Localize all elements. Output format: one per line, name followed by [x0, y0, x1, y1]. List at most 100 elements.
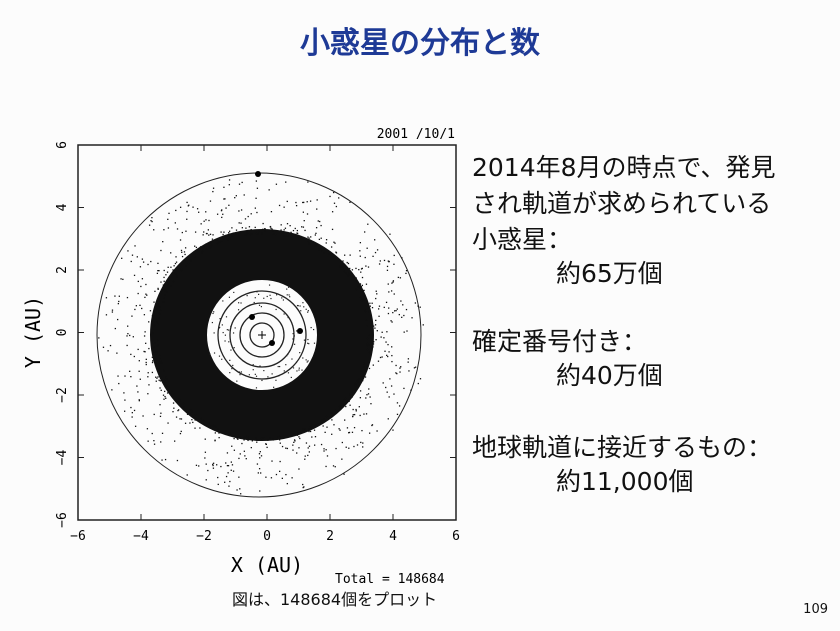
asteroid-dot — [308, 451, 310, 453]
asteroid-dot — [233, 347, 235, 349]
asteroid-dot — [153, 351, 155, 354]
asteroid-dot — [164, 395, 166, 398]
asteroid-dot — [176, 459, 179, 462]
asteroid-dot — [297, 305, 299, 307]
asteroid-dot — [383, 259, 386, 262]
asteroid-dot — [356, 444, 359, 446]
asteroid-dot — [371, 306, 374, 309]
asteroid-dot — [247, 436, 249, 439]
asteroid-dot — [126, 344, 128, 347]
asteroid-dot — [186, 218, 188, 220]
asteroid-dot — [158, 317, 160, 319]
asteroid-dot — [383, 306, 385, 309]
asteroid-dot — [180, 249, 183, 252]
asteroid-dot — [111, 309, 114, 311]
asteroid-dot — [354, 382, 357, 384]
asteroid-dot — [291, 234, 293, 237]
asteroid-dot — [388, 307, 390, 309]
asteroid-dot — [159, 306, 161, 308]
asteroid-dot — [156, 344, 158, 347]
asteroid-dot — [195, 246, 198, 249]
asteroid-dot — [163, 369, 165, 372]
slide-title: 小惑星の分布と数 — [300, 26, 540, 61]
asteroid-dot — [159, 415, 162, 418]
asteroid-dot — [325, 415, 328, 418]
asteroid-dot — [181, 255, 184, 258]
asteroid-dot — [216, 239, 218, 241]
planet — [297, 328, 303, 334]
asteroid-dot — [159, 309, 162, 311]
asteroid-dot — [371, 424, 373, 427]
asteroid-dot — [172, 392, 175, 395]
asteroid-dot — [363, 413, 365, 415]
asteroid-dot — [306, 201, 308, 203]
y-tick-label: −6 — [55, 512, 70, 528]
asteroid-dot — [355, 408, 357, 411]
asteroid-dot — [255, 375, 258, 377]
asteroid-dot — [256, 441, 258, 443]
asteroid-dot — [109, 344, 112, 347]
asteroid-dot — [204, 438, 206, 440]
asteroid-dot — [160, 362, 163, 364]
asteroid-dot — [200, 417, 202, 420]
asteroid-dot — [310, 425, 312, 427]
asteroid-dot — [285, 473, 287, 476]
asteroid-dot — [405, 270, 408, 272]
asteroid-dot — [280, 232, 283, 235]
asteroid-dot — [153, 413, 155, 416]
asteroid-dot — [250, 229, 252, 231]
asteroid-dot — [361, 298, 363, 301]
asteroid-dot — [204, 457, 206, 459]
asteroid-dot — [248, 374, 250, 376]
asteroid-dot — [285, 181, 287, 183]
asteroid-dot — [185, 230, 187, 232]
asteroid-dot — [305, 359, 307, 361]
asteroid-dot — [365, 413, 368, 415]
asteroid-dot — [229, 480, 231, 483]
asteroid-dot — [290, 376, 292, 379]
asteroid-dot — [356, 289, 358, 291]
asteroid-dot — [164, 458, 167, 461]
asteroid-dot — [145, 283, 147, 286]
asteroid-dot — [223, 186, 225, 188]
asteroid-dot — [231, 227, 233, 229]
asteroid-dot — [315, 232, 317, 235]
asteroid-dot — [173, 272, 175, 275]
asteroid-dot — [181, 251, 183, 253]
asteroid-dot — [339, 405, 342, 407]
asteroid-dot — [308, 430, 310, 433]
asteroid-dot — [257, 472, 259, 474]
asteroid-dot — [302, 486, 304, 489]
asteroid-dot — [403, 331, 405, 333]
asteroid-dot — [241, 442, 243, 445]
asteroid-dot — [146, 428, 149, 430]
asteroid-dot — [348, 447, 350, 449]
asteroid-dot — [160, 441, 162, 443]
asteroid-dot — [419, 378, 422, 380]
asteroid-dot — [116, 352, 118, 354]
asteroid-dot — [349, 201, 351, 203]
asteroid-dot — [137, 292, 139, 295]
asteroid-dot — [331, 412, 333, 414]
asteroid-dot — [333, 202, 336, 204]
asteroid-dot — [393, 254, 395, 257]
asteroid-dot — [369, 305, 371, 307]
asteroid-dot — [355, 277, 357, 279]
asteroid-dot — [345, 405, 347, 408]
asteroid-dot — [218, 355, 221, 357]
asteroid-dot — [400, 300, 402, 302]
asteroid-dot — [98, 337, 100, 339]
asteroid-dot — [344, 397, 347, 400]
asteroid-dot — [287, 372, 290, 374]
asteroid-dot — [355, 410, 357, 412]
asteroid-dot — [198, 465, 200, 467]
asteroid-dot — [301, 369, 303, 371]
text-line: 2014年8月の時点で、発見 — [472, 153, 776, 182]
asteroid-dot — [297, 432, 299, 434]
asteroid-dot — [180, 270, 182, 272]
asteroid-dot — [361, 375, 364, 377]
asteroid-dot — [269, 437, 271, 439]
asteroid-dot — [202, 234, 204, 236]
asteroid-dot — [226, 329, 228, 331]
asteroid-dot — [359, 283, 362, 285]
